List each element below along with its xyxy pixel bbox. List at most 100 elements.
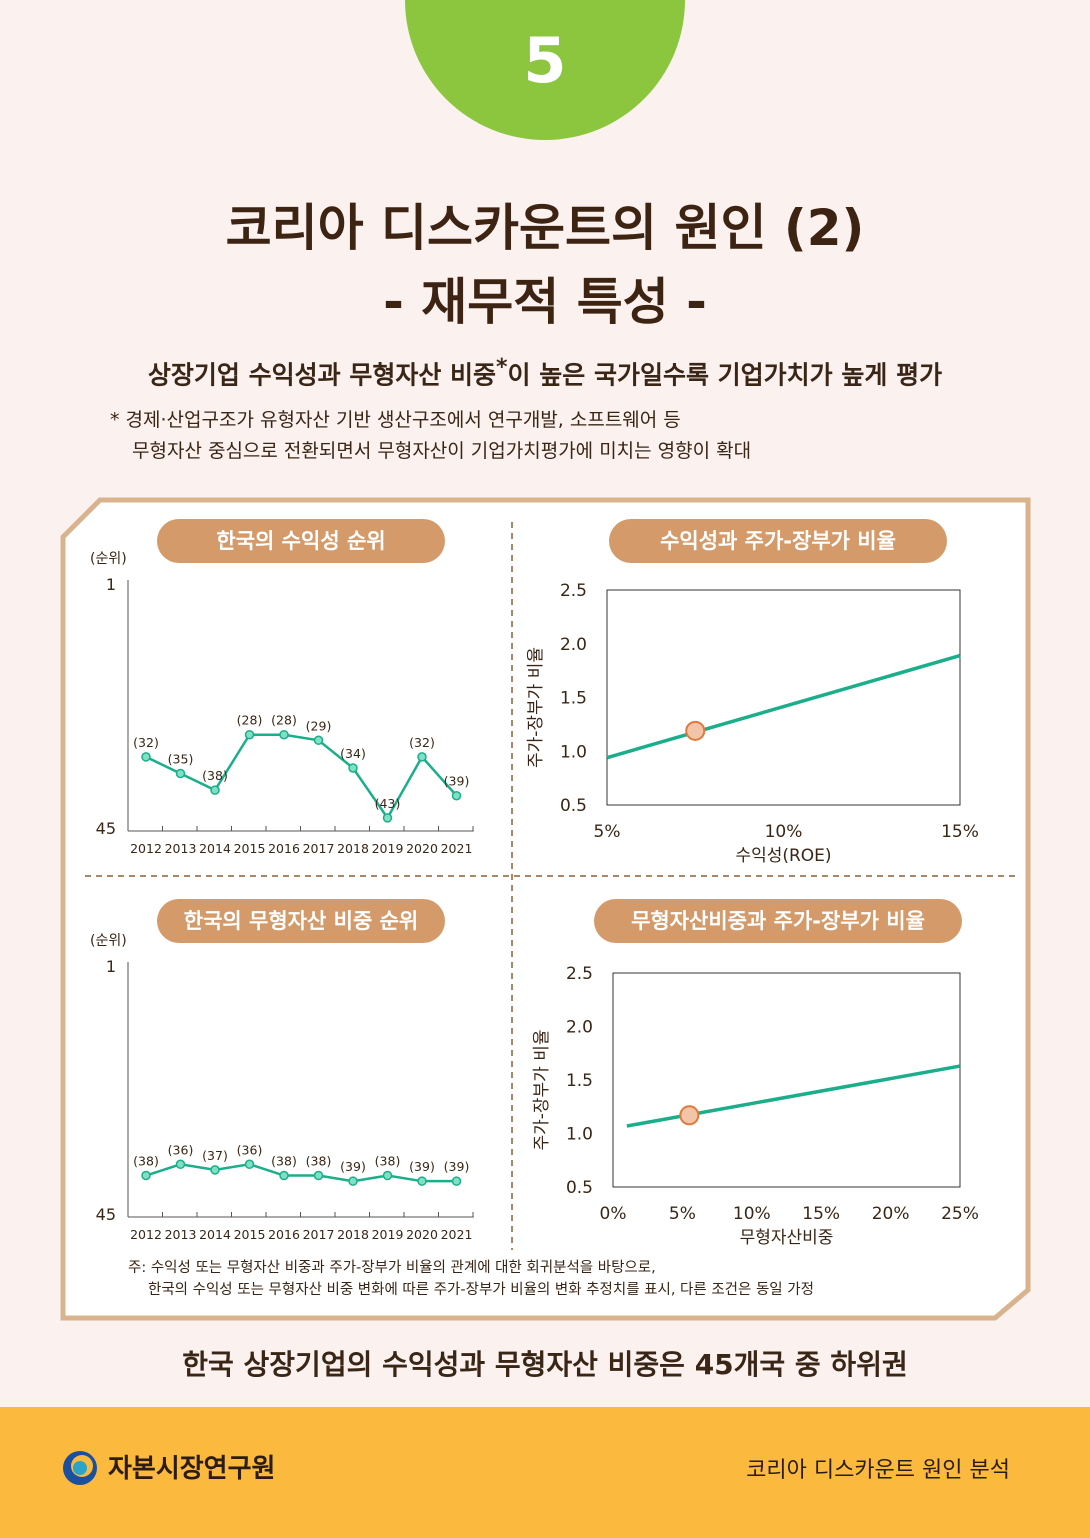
data-label: (32): [409, 735, 435, 750]
footnote-line-2: 한국의 수익성 또는 무형자산 비중 변화에 따른 주가-장부가 비율의 변화 …: [148, 1282, 814, 1298]
x-tick-label: 2021: [441, 1227, 473, 1242]
asterisk-note: * 경제·산업구조가 유형자산 기반 생산구조에서 연구개발, 소프트웨어 등 …: [110, 405, 751, 467]
y-axis-title: 주가-장부가 비율: [526, 647, 546, 768]
y-tick-label: 1.5: [560, 689, 587, 709]
data-label: (34): [340, 746, 366, 761]
korea-point: [685, 720, 706, 741]
badge-number: 5: [523, 24, 567, 97]
x-tick-label: 2020: [406, 841, 438, 856]
data-label: (39): [340, 1159, 366, 1174]
data-point: [451, 790, 462, 801]
data-point: [175, 1159, 186, 1170]
data-point: [210, 785, 220, 795]
plot-frame: [612, 972, 961, 1188]
data-label: (38): [375, 1154, 401, 1169]
x-tick-label: 15%: [802, 1204, 840, 1224]
data-point: [348, 1176, 358, 1186]
korea-point: [679, 1105, 700, 1126]
data-label: (36): [168, 1142, 194, 1157]
series-name: 코리아 디스카운트 원인 분석: [746, 1458, 1010, 1483]
x-axis-title: 무형자산비중: [740, 1228, 834, 1248]
asterisk-mark: *: [496, 355, 508, 380]
data-label: (39): [409, 1159, 435, 1174]
y-tick-label: 1.5: [566, 1071, 593, 1091]
x-tick-label: 2019: [372, 841, 404, 856]
y-tick-label: 2.0: [566, 1018, 593, 1038]
y-tick-label: 1.0: [566, 1125, 593, 1145]
x-tick-label: 2016: [268, 841, 300, 856]
y-axis-title: (순위): [90, 551, 127, 567]
series-line: [145, 1162, 457, 1183]
data-point: [141, 752, 151, 762]
y-top-label: 1: [106, 575, 116, 594]
page-subtitle-title: - 재무적 특성 -: [383, 273, 707, 331]
org-name: 자본시장연구원: [108, 1454, 276, 1484]
chart-title-scatter-intangible: 무형자산비중과 주가-장부가 비율: [594, 899, 962, 943]
data-label: (35): [168, 752, 194, 767]
data-point: [451, 1176, 462, 1186]
data-point: [417, 1176, 427, 1186]
data-point: [244, 1159, 255, 1170]
x-tick-label: 0%: [600, 1204, 627, 1224]
data-label: (39): [444, 774, 470, 789]
x-tick-label: 25%: [941, 1204, 979, 1224]
x-tick-label: 10%: [733, 1204, 771, 1224]
data-label: (37): [202, 1148, 228, 1163]
x-tick-label: 20%: [872, 1204, 910, 1224]
x-tick-label: 2018: [337, 1227, 369, 1242]
x-tick-label: 2013: [165, 1227, 197, 1242]
x-axis-title: 수익성(ROE): [735, 846, 831, 866]
footnote-line-1: 주: 수익성 또는 무형자산 비중과 주가-장부가 비율의 관계에 대한 회귀분…: [128, 1260, 656, 1276]
data-label: (43): [375, 796, 401, 811]
y-bottom-label: 45: [96, 819, 116, 838]
footer-bar: [0, 1407, 1090, 1538]
x-tick-label: 15%: [941, 822, 979, 842]
data-label: (28): [271, 713, 297, 728]
data-point: [244, 729, 255, 740]
x-tick-label: 2017: [303, 1227, 335, 1242]
x-tick-label: 2013: [165, 841, 197, 856]
data-label: (38): [133, 1154, 159, 1169]
data-label: (28): [237, 713, 263, 728]
x-tick-label: 2020: [406, 1227, 438, 1242]
y-top-label: 1: [106, 957, 116, 976]
headline-post: 이 높은 국가일수록 기업가치가 높게 평가: [507, 360, 943, 390]
y-tick-label: 1.0: [560, 742, 587, 762]
data-label: (38): [306, 1154, 332, 1169]
y-tick-label: 2.5: [566, 964, 593, 984]
x-tick-label: 2014: [199, 1227, 231, 1242]
x-tick-label: 2015: [234, 841, 266, 856]
data-point: [279, 1170, 289, 1181]
data-point: [279, 729, 289, 740]
data-label: (29): [306, 718, 332, 733]
x-tick-label: 2019: [372, 1227, 404, 1242]
y-axis-title: (순위): [90, 933, 127, 949]
regression-line: [606, 653, 961, 760]
note-line-1: * 경제·산업구조가 유형자산 기반 생산구조에서 연구개발, 소프트웨어 등: [110, 409, 681, 431]
x-tick-label: 2012: [130, 1227, 162, 1242]
data-point: [417, 752, 427, 762]
y-tick-label: 0.5: [566, 1178, 593, 1198]
y-axis-title: 주가-장부가 비율: [532, 1029, 552, 1150]
regression-line: [626, 1064, 961, 1128]
data-label: (32): [133, 735, 159, 750]
chart-title-scatter-roe: 수익성과 주가-장부가 비율: [609, 519, 947, 563]
y-tick-label: 2.5: [560, 581, 587, 601]
org-logo-icon: [63, 1451, 97, 1485]
data-point: [348, 763, 358, 773]
data-point: [313, 735, 324, 746]
data-point: [382, 813, 393, 823]
x-tick-label: 5%: [669, 1204, 696, 1224]
conclusion: 한국 상장기업의 수익성과 무형자산 비중은 45개국 중 하위권: [182, 1348, 908, 1381]
chart-title-rank-profit: 한국의 수익성 순위: [157, 519, 445, 563]
x-tick-label: 2012: [130, 841, 162, 856]
page-title: 코리아 디스카운트의 원인 (2): [225, 199, 865, 257]
x-tick-label: 2018: [337, 841, 369, 856]
chart-footnote: 주: 수익성 또는 무형자산 비중과 주가-장부가 비율의 관계에 대한 회귀분…: [128, 1257, 814, 1301]
data-label: (38): [271, 1154, 297, 1169]
data-label: (38): [202, 768, 228, 783]
